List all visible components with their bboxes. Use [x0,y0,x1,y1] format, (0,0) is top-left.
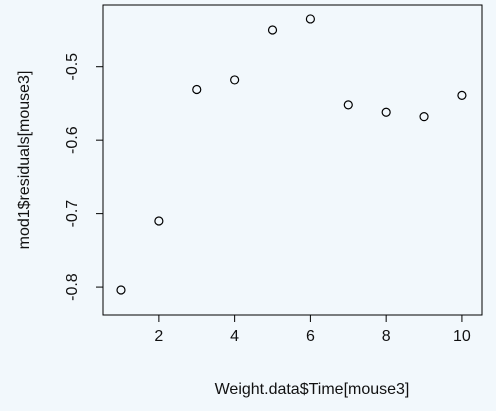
x-tick-label: 2 [154,328,163,345]
point [230,75,240,85]
x-tick-label: 6 [306,328,315,345]
y-axis-title: mod1$residuals[mouse3] [16,71,33,250]
point [192,84,202,95]
point [267,25,278,35]
plot-box [102,4,483,316]
x-tick-label: 10 [453,328,471,345]
x-axis-title: Weight.data$Time[mouse3] [215,381,410,398]
point [116,285,126,295]
x-tick-label: 8 [382,328,391,345]
point [381,107,391,117]
point [305,14,315,24]
x-tick-label: 4 [230,328,239,345]
point [419,112,429,122]
point [154,216,164,226]
y-tick-label: -0.8 [64,273,81,301]
y-tick-label: -0.7 [64,200,81,228]
point [457,90,467,100]
point [343,100,353,110]
y-tick-label: -0.6 [64,126,81,154]
y-tick-label: -0.5 [64,53,81,81]
